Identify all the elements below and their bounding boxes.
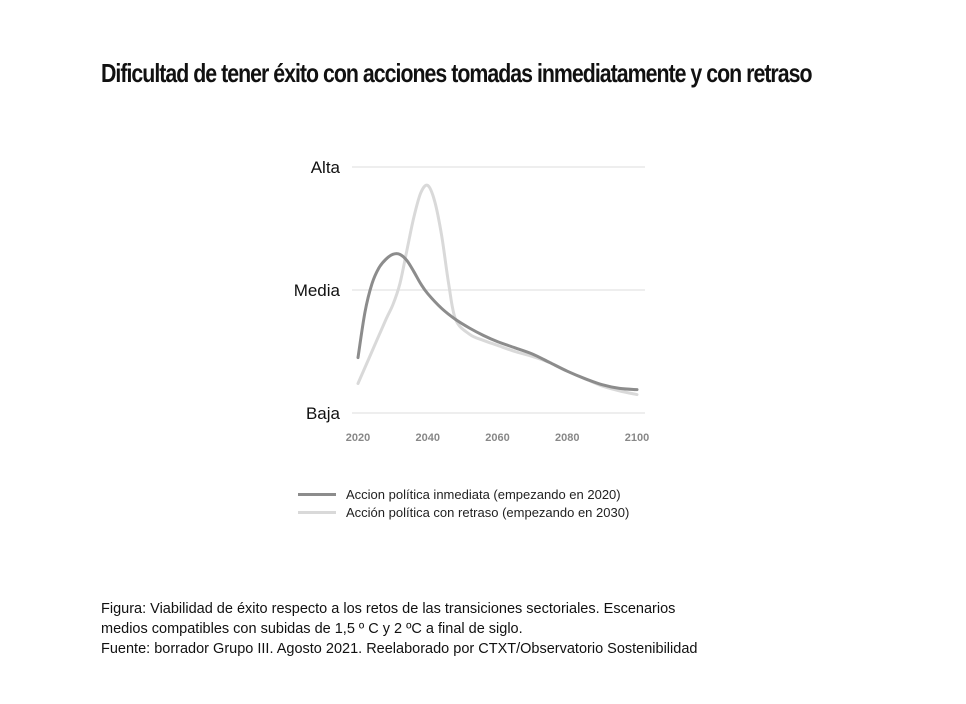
x-tick-label: 2040 bbox=[416, 432, 440, 444]
y-level-label: Alta bbox=[311, 158, 341, 177]
legend: Accion política inmediata (empezando en … bbox=[298, 485, 629, 521]
caption-line: Figura: Viabilidad de éxito respecto a l… bbox=[101, 601, 676, 617]
x-axis-ticks: 2020 2040 2060 2080 2100 bbox=[346, 432, 649, 444]
caption-line: medios compatibles con subidas de 1,5 º … bbox=[101, 621, 523, 637]
series-line-immediate bbox=[356, 252, 639, 392]
y-axis-labels: Baja Media Alta bbox=[294, 158, 341, 423]
x-tick-label: 2080 bbox=[555, 432, 579, 444]
x-tick-label: 2100 bbox=[625, 432, 649, 444]
y-level-label: Baja bbox=[306, 404, 341, 423]
legend-swatch-immediate bbox=[298, 492, 336, 496]
legend-item-delayed: Acción política con retraso (empezando e… bbox=[298, 503, 629, 521]
legend-item-immediate: Accion política inmediata (empezando en … bbox=[298, 485, 629, 503]
x-tick-label: 2060 bbox=[485, 432, 509, 444]
caption-line: Fuente: borrador Grupo III. Agosto 2021.… bbox=[101, 641, 698, 657]
y-level-label: Media bbox=[294, 281, 341, 300]
grid-lines bbox=[352, 166, 645, 414]
legend-label-delayed: Acción política con retraso (empezando e… bbox=[346, 504, 630, 520]
series-lines bbox=[356, 183, 639, 397]
x-tick-label: 2020 bbox=[346, 432, 370, 444]
figure-caption: Figura: Viabilidad de éxito respecto a l… bbox=[101, 599, 861, 659]
legend-label-immediate: Accion política inmediata (empezando en … bbox=[346, 486, 621, 502]
chart-title: Dificultad de tener éxito con acciones t… bbox=[101, 58, 813, 88]
legend-swatch-delayed bbox=[298, 510, 336, 514]
